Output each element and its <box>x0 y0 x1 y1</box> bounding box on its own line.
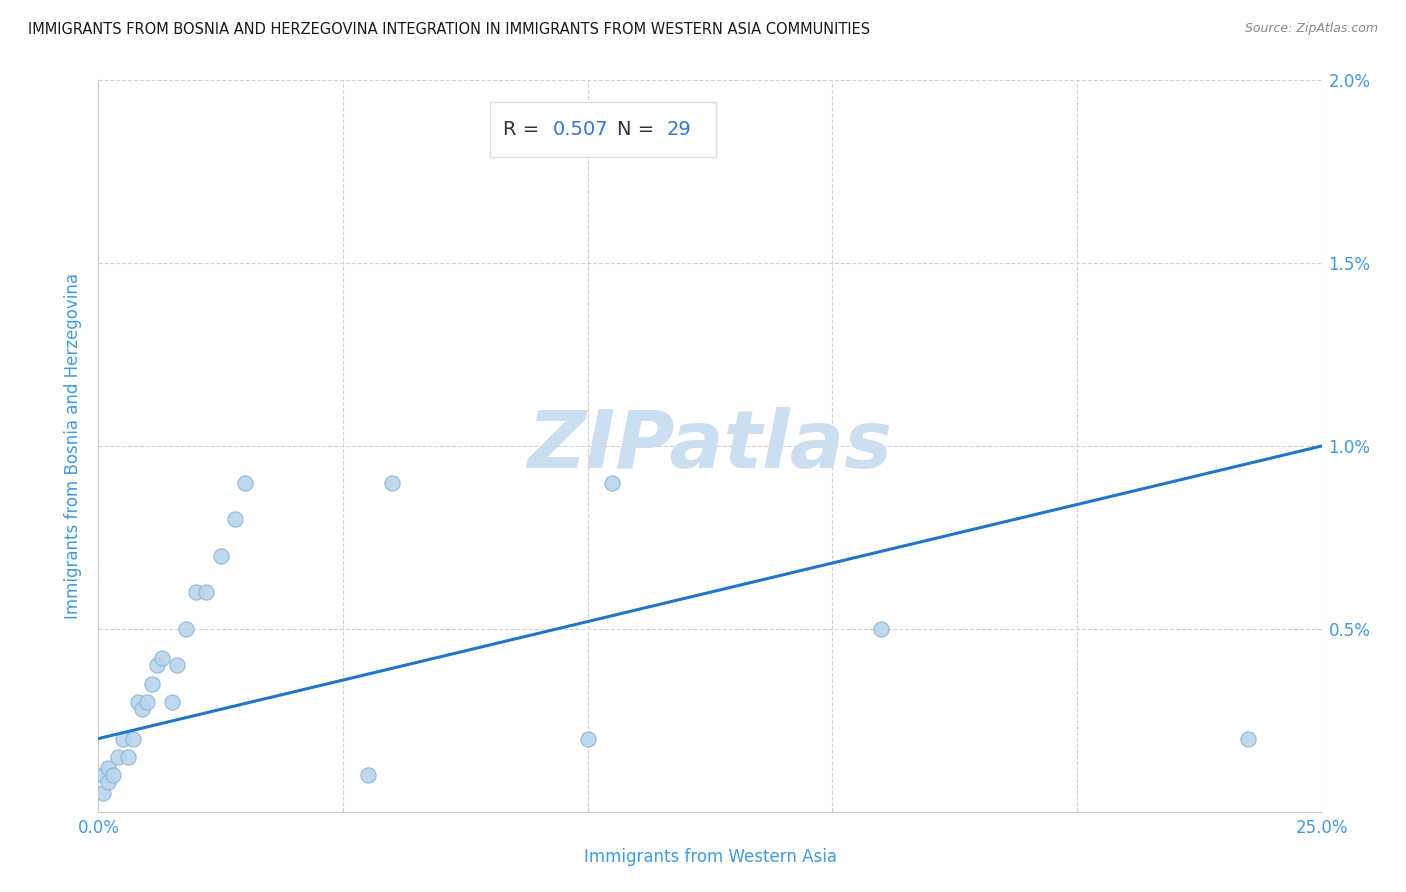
Y-axis label: Immigrants from Bosnia and Herzegovina: Immigrants from Bosnia and Herzegovina <box>65 273 83 619</box>
Text: N =: N = <box>617 120 659 139</box>
Point <box>576 731 599 746</box>
Point <box>1237 731 1260 746</box>
Point <box>141 676 163 690</box>
Point <box>97 775 120 789</box>
Point <box>186 585 208 599</box>
Point <box>107 749 129 764</box>
Point <box>209 549 232 563</box>
Point <box>224 512 246 526</box>
Text: ZIPatlas: ZIPatlas <box>527 407 893 485</box>
Text: 0.507: 0.507 <box>553 120 609 139</box>
Text: 29: 29 <box>666 120 692 139</box>
Point <box>121 731 143 746</box>
Point <box>97 761 120 775</box>
Point <box>127 695 149 709</box>
Point <box>146 658 169 673</box>
Point <box>150 651 173 665</box>
Text: IMMIGRANTS FROM BOSNIA AND HERZEGOVINA INTEGRATION IN IMMIGRANTS FROM WESTERN AS: IMMIGRANTS FROM BOSNIA AND HERZEGOVINA I… <box>28 22 870 37</box>
Point <box>356 768 378 782</box>
Point <box>131 702 153 716</box>
Point <box>101 768 124 782</box>
X-axis label: Immigrants from Western Asia: Immigrants from Western Asia <box>583 847 837 866</box>
Point <box>117 749 139 764</box>
Point <box>111 731 134 746</box>
Point <box>600 475 623 490</box>
Point <box>233 475 256 490</box>
Text: Source: ZipAtlas.com: Source: ZipAtlas.com <box>1244 22 1378 36</box>
Point <box>91 768 114 782</box>
Point <box>195 585 218 599</box>
Text: R =: R = <box>503 120 546 139</box>
Point <box>166 658 188 673</box>
Point <box>870 622 893 636</box>
Point <box>91 787 114 801</box>
Point <box>136 695 159 709</box>
Point <box>160 695 183 709</box>
Point <box>176 622 198 636</box>
Point <box>381 475 404 490</box>
